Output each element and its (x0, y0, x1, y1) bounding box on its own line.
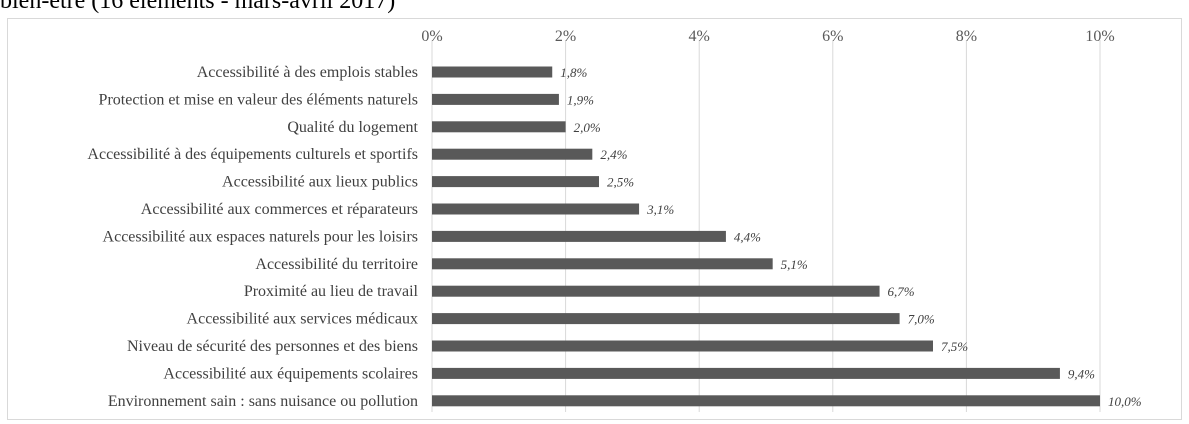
data-label: 5,1% (781, 257, 808, 272)
x-tick-label: 2% (555, 28, 576, 45)
category-label: Niveau de sécurité des personnes et des … (127, 338, 418, 355)
bar (432, 93, 559, 105)
bar (432, 395, 1100, 407)
data-label: 7,0% (908, 312, 935, 327)
category-label: Accessibilité aux espaces naturels pour … (103, 228, 418, 245)
x-tick-label: 0% (421, 28, 442, 45)
bar (432, 367, 1060, 379)
bar (432, 176, 599, 188)
data-label: 4,4% (734, 229, 761, 244)
category-labels: Accessibilité à des emplois stables Prote… (87, 64, 418, 410)
bar (432, 230, 726, 242)
data-label: 1,9% (567, 92, 594, 107)
category-label: Accessibilité aux commerces et réparateu… (141, 201, 418, 218)
x-tick-label: 10% (1085, 28, 1114, 45)
data-label: 6,7% (888, 284, 915, 299)
data-label: 7,5% (941, 339, 968, 354)
data-label: 2,4% (600, 147, 627, 162)
chart-frame (7, 18, 1182, 420)
data-label: 10,0% (1108, 394, 1142, 409)
data-label: 3,1% (646, 202, 674, 217)
bars (432, 66, 1100, 407)
data-label: 9,4% (1068, 366, 1095, 381)
bar (432, 340, 933, 352)
category-label: Accessibilité à des emplois stables (197, 64, 418, 81)
category-label: Qualité du logement (287, 119, 418, 136)
category-label: Proximité au lieu de travail (244, 283, 419, 300)
data-label: 2,0% (574, 120, 601, 135)
category-label: Accessibilité à des équipements culturel… (87, 146, 418, 163)
bar (432, 148, 593, 160)
bar (432, 203, 640, 215)
bar (432, 66, 553, 78)
bar (432, 121, 566, 133)
category-label: Environnement sain : sans nuisance ou po… (108, 393, 418, 410)
bar (432, 313, 900, 325)
data-label: 1,8% (560, 65, 587, 80)
category-label: Accessibilité aux équipements scolaires (163, 365, 418, 382)
x-tick-label: 8% (956, 28, 977, 45)
chart-title: bien-être (16 éléments - mars-avril 2017… (0, 0, 396, 14)
category-label: Accessibilité aux lieux publics (222, 174, 418, 191)
data-label: 2,5% (607, 175, 634, 190)
x-axis-ticks: 0% 2% 4% 6% 8% 10% (421, 28, 1114, 45)
bar (432, 285, 880, 297)
data-labels: 1,8% 1,9% 2,0% 2,4% 2,5% 3,1% 4,4% 5,1% 6,7% 7,0%… (560, 65, 1142, 409)
category-label: Protection et mise en valeur des élément… (99, 91, 418, 108)
category-label: Accessibilité du territoire (255, 256, 418, 273)
bar (432, 258, 773, 270)
x-tick-label: 4% (689, 28, 710, 45)
x-tick-label: 6% (822, 28, 843, 45)
category-label: Accessibilité aux services médicaux (187, 311, 418, 328)
